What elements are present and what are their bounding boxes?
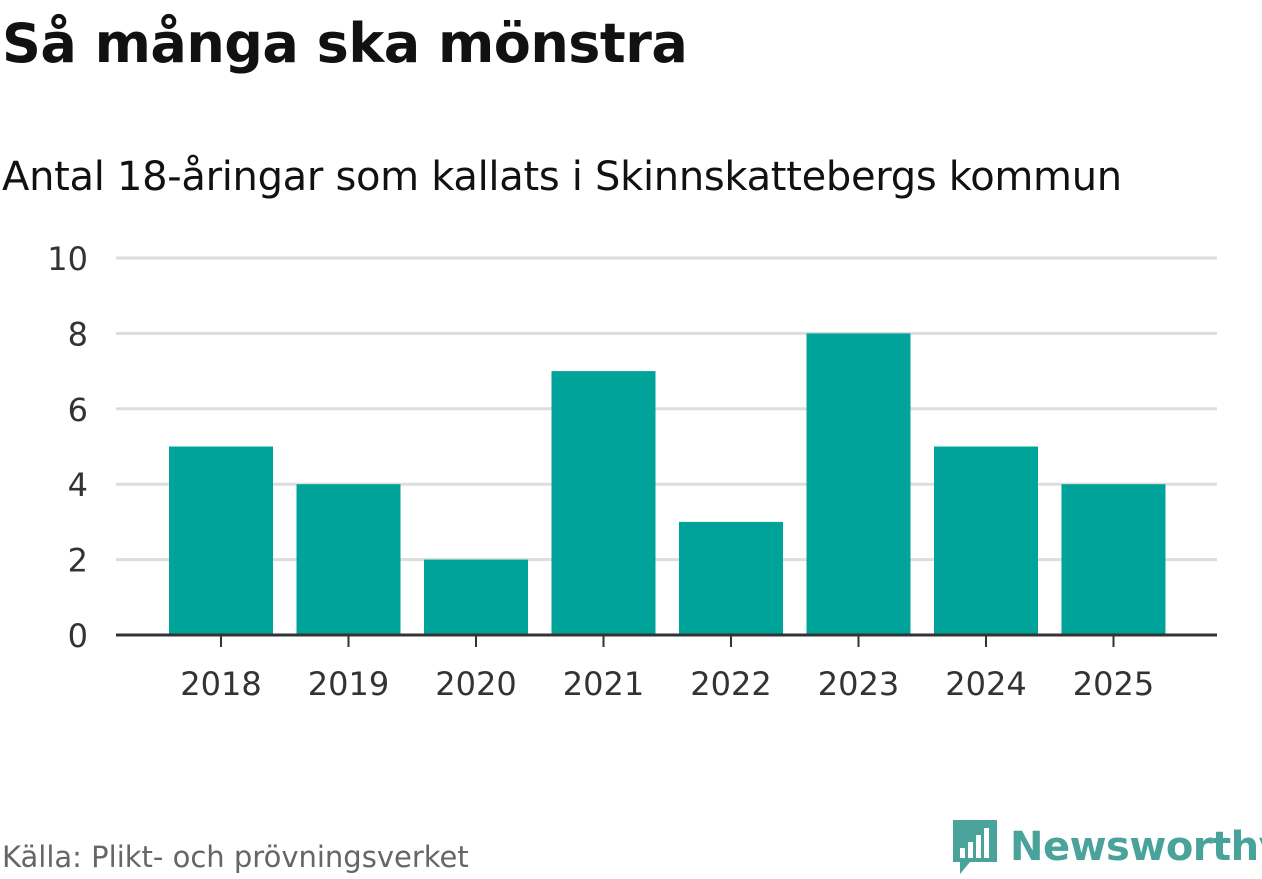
- axes: 0 2 4 6 8 10 2018 2019 2020 2021 2022 2023 2024 2025: [47, 240, 1217, 703]
- x-tick-label: 2025: [1073, 665, 1154, 703]
- bar-2021: [551, 371, 656, 635]
- y-tick-label: 4: [68, 466, 88, 504]
- chart-title: Så många ska mönstra: [2, 12, 688, 75]
- x-tick-label: 2018: [180, 665, 261, 703]
- bar-2018: [169, 446, 273, 635]
- gridlines: [116, 256, 1217, 562]
- x-tick-label: 2020: [435, 665, 516, 703]
- x-tick-label: 2022: [690, 665, 771, 703]
- source-note: Källa: Plikt- och prövningsverket: [2, 840, 469, 874]
- y-tick-label: 0: [68, 617, 88, 655]
- y-tick-label: 6: [68, 391, 88, 429]
- y-tick-label: 10: [47, 240, 88, 278]
- bar-chart-speech-bubble-icon: [953, 820, 997, 874]
- bar-2020: [424, 559, 528, 635]
- x-tick-label: 2021: [563, 665, 644, 703]
- brand-name: Newsworthy: [1010, 824, 1262, 870]
- bar-2024: [934, 446, 1038, 635]
- y-tick-label: 2: [68, 542, 88, 580]
- bar-2023: [806, 333, 911, 635]
- x-tick-label: 2019: [308, 665, 389, 703]
- bar-2019: [296, 484, 401, 635]
- chart-subtitle: Antal 18-åringar som kallats i Skinnskat…: [2, 154, 1122, 200]
- x-tick-label: 2023: [818, 665, 899, 703]
- brand-logo: Newsworthy: [950, 818, 1262, 876]
- x-tick-label: 2024: [945, 665, 1026, 703]
- bars: [169, 333, 1166, 635]
- bar-2025: [1061, 484, 1166, 635]
- bar-2022: [679, 521, 783, 635]
- y-tick-label: 8: [68, 315, 88, 353]
